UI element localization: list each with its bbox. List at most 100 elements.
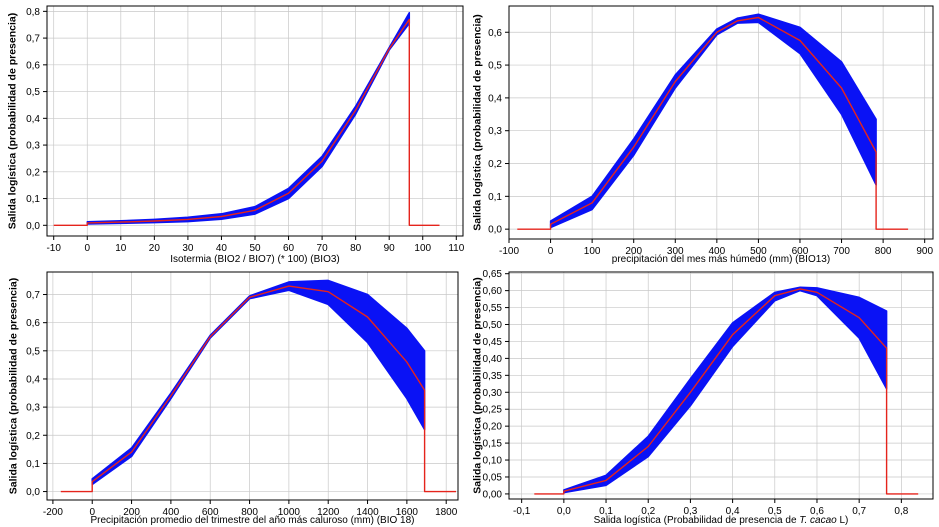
x-tick-label: 1800: [435, 507, 458, 518]
chart-panel-bio13: -100 0 100 200 300 400 500 600 700 800 900 0,0 0,1 0,…: [465, 0, 939, 266]
y-tick-label: 0,1: [26, 459, 40, 470]
x-tick-label: 0,8: [894, 506, 908, 517]
x-tick-label: 10: [115, 243, 127, 254]
y-tick-label: 0,3: [26, 403, 40, 414]
y-tick-label: 0,50: [483, 320, 503, 331]
y-tick-label: 0,10: [483, 456, 503, 467]
y-tick-label: 0,6: [488, 28, 502, 39]
y-tick-label: 0,1: [26, 194, 40, 205]
y-tick-label: 0,2: [26, 167, 40, 178]
y-tick-label: 0,60: [483, 286, 503, 297]
y-tick-label: 0,5: [488, 61, 502, 72]
x-tick-label: 400: [163, 507, 180, 518]
x-axis-label: precipitación del mes más húmedo (mm) (B…: [612, 254, 830, 265]
x-tick-label: 0,6: [810, 506, 824, 517]
x-tick-label: 0: [548, 246, 554, 257]
chart-panel-bio18: -200 0 200 400 600 800 1000 1200 1400 1600 1800 0,0…: [0, 266, 465, 527]
y-axis-label: Salida logística (probabilidad de presen…: [472, 277, 484, 493]
x-tick-label: 30: [182, 243, 194, 254]
y-tick-label: 0,2: [488, 159, 502, 170]
chart-panel-cacao: -0,1 0,0 0,1 0,2 0,3 0,4 0,5 0,6 0,7 0,8 0,00 0,05 0…: [465, 266, 939, 527]
y-tick-label: 0,5: [26, 346, 40, 357]
x-tick-label: 600: [202, 507, 219, 518]
x-axis-label-part: Salida logística (Probabilidad de presen…: [594, 515, 800, 526]
chart-svg: -100 0 100 200 300 400 500 600 700 800 900 0,0 0,1 0,…: [472, 5, 934, 265]
x-tick-label: 900: [916, 246, 933, 257]
x-tick-label: -200: [43, 507, 63, 518]
chart-svg: -10 0 10 20 30 40 50 60 70 80 90 100 110 0,0 0,1 0,2 0,3…: [7, 5, 465, 265]
x-tick-label: 400: [708, 246, 725, 257]
x-tick-label: 1600: [396, 507, 419, 518]
x-tick-label: 40: [216, 243, 228, 254]
chart-panel-bio3: -10 0 10 20 30 40 50 60 70 80 90 100 110 0,0 0,1 0,2 0,3…: [0, 0, 465, 266]
y-tick-label: 0,3: [488, 126, 502, 137]
x-tick-label: 1000: [278, 507, 301, 518]
x-tick-label: 50: [249, 243, 261, 254]
y-tick-label: 0,5: [26, 87, 40, 98]
y-tick-label: 0,55: [483, 303, 503, 314]
x-tick-label: 300: [667, 246, 684, 257]
y-tick-label: 0,00: [483, 489, 503, 500]
x-tick-label: 0,3: [683, 506, 697, 517]
x-tick-label: 0,5: [768, 506, 782, 517]
x-tick-label: 1400: [356, 507, 379, 518]
y-tick-label: 0,0: [26, 221, 40, 232]
mean-response-line: [60, 285, 456, 493]
mean-response-line: [517, 16, 909, 230]
y-axis-label: Salida logística (probabilidad de presen…: [8, 278, 20, 494]
y-axis-label: Salida logística (probabilidad de presen…: [7, 13, 19, 229]
x-tick-label: 0,2: [641, 506, 655, 517]
plot-border: [508, 5, 934, 240]
x-tick-label: 600: [792, 246, 809, 257]
y-tick-label: 0,40: [483, 354, 503, 365]
y-tick-label: 0,15: [483, 439, 503, 450]
x-tick-label: 80: [350, 243, 362, 254]
mean-response-line: [534, 288, 919, 495]
y-tick-label: 0,25: [483, 405, 503, 416]
x-tick-label: -0,1: [513, 506, 531, 517]
x-tick-label: 0,0: [557, 506, 571, 517]
x-tick-label: 0: [84, 243, 90, 254]
x-tick-label: 100: [414, 243, 431, 254]
y-tick-label: 0,45: [483, 337, 503, 348]
y-tick-label: 0,30: [483, 388, 503, 399]
plot-border: [508, 271, 934, 500]
y-tick-label: 0,7: [26, 34, 40, 45]
x-tick-label: 0,7: [852, 506, 866, 517]
x-axis-label-part: precipitación del mes más húmedo (mm) (B…: [612, 254, 830, 265]
plot-border: [46, 5, 464, 237]
y-tick-label: 0,2: [26, 431, 40, 442]
y-tick-label: 0,3: [26, 141, 40, 152]
y-tick-label: 0,1: [488, 192, 502, 203]
x-tick-label: 60: [283, 243, 295, 254]
y-tick-label: 0,05: [483, 472, 503, 483]
x-tick-label: 0: [89, 507, 95, 518]
x-tick-label: -100: [499, 246, 519, 257]
x-tick-label: 200: [123, 507, 140, 518]
x-tick-label: 100: [584, 246, 601, 257]
x-tick-label: 800: [241, 507, 258, 518]
x-tick-label: 90: [384, 243, 396, 254]
x-tick-label: 500: [750, 246, 767, 257]
y-tick-label: 0,4: [26, 114, 40, 125]
x-tick-label: 110: [448, 243, 464, 254]
plot-border: [46, 271, 459, 501]
x-tick-label: 200: [625, 246, 642, 257]
x-tick-label: 0,1: [599, 506, 613, 517]
x-axis-label: Precipitación promedio del trimestre del…: [90, 515, 414, 526]
y-tick-label: 0,0: [488, 225, 502, 236]
x-tick-label: -10: [46, 243, 61, 254]
x-tick-label: 1200: [317, 507, 340, 518]
y-tick-label: 0,4: [488, 93, 502, 104]
x-axis-label-part: Isotermia (BIO2 / BIO7) (* 100) (BIO3): [170, 254, 340, 265]
chart-svg: -200 0 200 400 600 800 1000 1200 1400 1600 1800 0,0…: [8, 271, 459, 526]
y-tick-label: 0,35: [483, 371, 503, 382]
y-tick-label: 0,65: [483, 269, 503, 280]
chart-svg: -0,1 0,0 0,1 0,2 0,3 0,4 0,5 0,6 0,7 0,8 0,00 0,05 0…: [472, 269, 934, 526]
y-tick-label: 0,0: [26, 487, 40, 498]
x-axis-label: Salida logística (Probabilidad de presen…: [594, 515, 849, 526]
x-tick-label: 800: [875, 246, 892, 257]
x-tick-label: 0,4: [726, 506, 740, 517]
x-axis-label-part: Precipitación promedio del trimestre del…: [90, 515, 414, 526]
y-tick-label: 0,7: [26, 290, 40, 301]
